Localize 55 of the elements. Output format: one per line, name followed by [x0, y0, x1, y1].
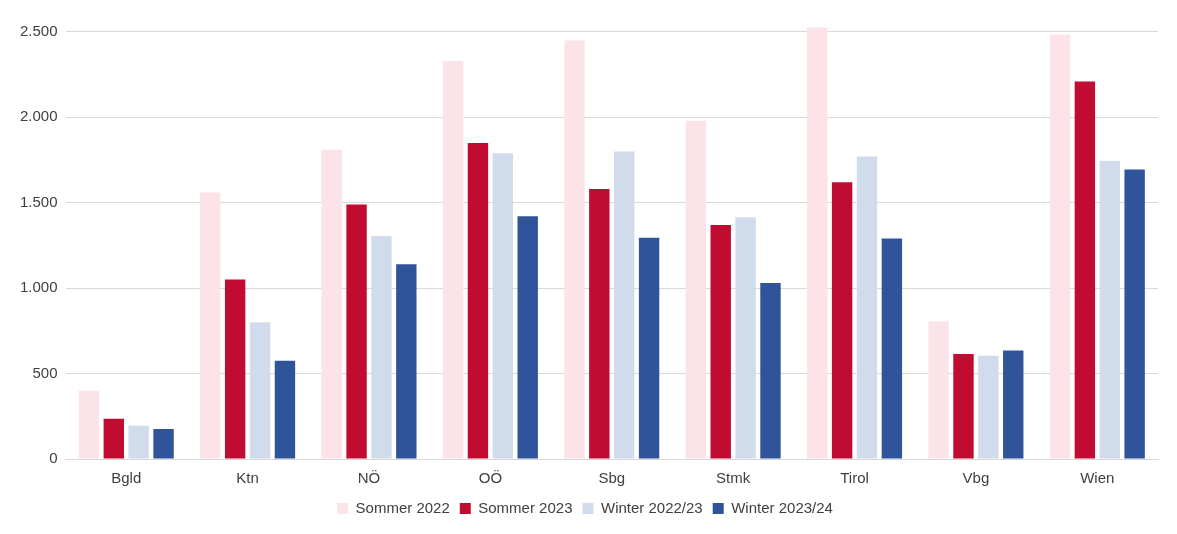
y-tick-label: 2.000: [19, 107, 58, 125]
legend-label: Winter 2023/24: [731, 498, 833, 516]
bar: [467, 142, 489, 459]
bar: [807, 27, 828, 459]
x-tick-label: Stmk: [716, 469, 751, 487]
bar: [1074, 81, 1096, 459]
bar: [346, 204, 367, 459]
bar: [492, 153, 514, 459]
legend-label: Winter 2022/23: [600, 498, 703, 516]
legend-label: Sommer 2022: [355, 498, 450, 516]
bar: [517, 216, 538, 459]
y-tick-label: 1.500: [19, 192, 58, 210]
bar: [1049, 34, 1071, 459]
bar: [928, 321, 949, 459]
bar: [1003, 350, 1024, 459]
bar: [710, 224, 731, 459]
bar: [881, 238, 903, 459]
bar: [321, 149, 342, 459]
bar: [442, 60, 464, 459]
bar: [1099, 160, 1120, 459]
x-tick-label: Sbg: [598, 469, 626, 487]
bar: [128, 425, 149, 459]
x-tick-label: Ktn: [236, 469, 259, 487]
bar: [831, 182, 853, 459]
x-tick-label: Wien: [1080, 469, 1115, 487]
bar: [614, 151, 635, 459]
bar: [735, 217, 756, 459]
bar: [249, 322, 271, 459]
bar: [371, 236, 392, 459]
bar: [638, 237, 660, 459]
x-tick-label: NÖ: [357, 469, 381, 487]
bar: [856, 156, 878, 459]
legend-label: Sommer 2023: [478, 498, 573, 516]
bar: [760, 283, 781, 459]
bar: [200, 192, 221, 459]
x-tick-label: OÖ: [478, 469, 503, 487]
bar: [564, 40, 585, 459]
y-tick-label: 0: [49, 449, 58, 467]
bar: [103, 418, 124, 459]
bar: [224, 279, 246, 459]
bar: [685, 120, 707, 459]
y-tick-label: 1.000: [19, 278, 58, 296]
bar: [274, 360, 296, 459]
x-tick-label: Tirol: [840, 469, 869, 487]
bar: [153, 429, 174, 459]
bar: [1124, 169, 1145, 459]
x-tick-label: Vbg: [962, 469, 990, 487]
bar: [589, 189, 610, 459]
bar: [78, 390, 100, 459]
y-tick-label: 2.500: [19, 21, 58, 39]
y-tick-label: 500: [32, 363, 58, 381]
bar: [396, 264, 417, 459]
bar: [978, 355, 999, 459]
bar: [953, 353, 974, 459]
x-tick-label: Bgld: [111, 469, 142, 487]
